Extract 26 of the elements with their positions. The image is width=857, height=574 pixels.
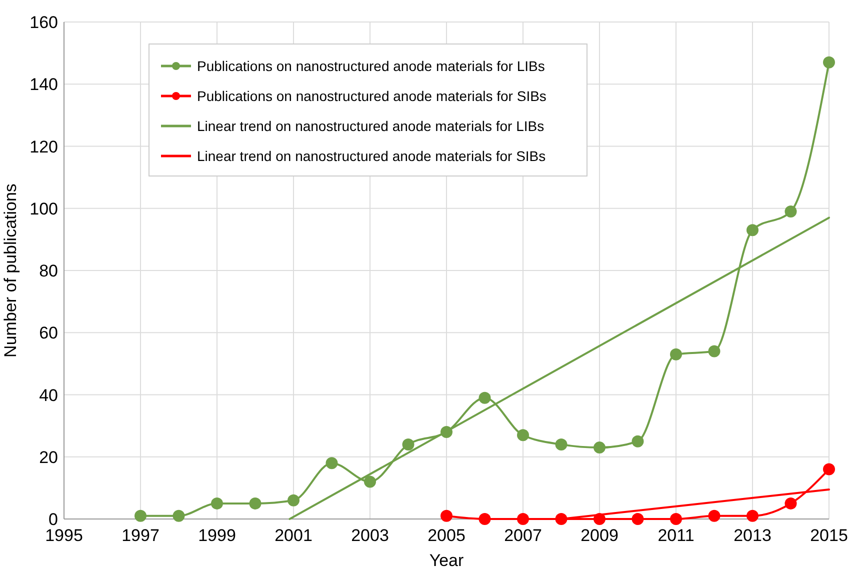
- x-tick-label: 1995: [45, 526, 83, 545]
- legend-label: Publications on nanostructured anode materials for LIBs: [197, 58, 545, 74]
- x-tick-label: 2013: [734, 526, 772, 545]
- y-tick-label: 120: [30, 137, 58, 156]
- legend-label: Publications on nanostructured anode materials for SIBs: [197, 88, 546, 104]
- legend-label: Linear trend on nanostructured anode materials for SIBs: [197, 148, 546, 164]
- y-tick-label: 0: [48, 510, 58, 529]
- y-tick-label: 160: [30, 13, 58, 32]
- x-tick-label: 2003: [351, 526, 389, 545]
- x-tick-label: 1997: [122, 526, 160, 545]
- x-tick-label: 2001: [274, 526, 312, 545]
- y-tick-label: 80: [39, 262, 58, 280]
- x-tick-label: 2009: [580, 526, 618, 545]
- x-tick-label: 1999: [198, 526, 236, 545]
- y-tick-label: 40: [39, 386, 58, 405]
- y-tick-label: 60: [39, 324, 58, 343]
- x-axis-title: Year: [429, 551, 464, 570]
- x-tick-label: 2011: [658, 526, 694, 545]
- legend-label: Linear trend on nanostructured anode materials for LIBs: [197, 118, 544, 134]
- y-tick-label: 100: [30, 199, 58, 218]
- y-tick-label: 20: [39, 448, 58, 467]
- y-tick-label: 140: [30, 75, 58, 94]
- x-tick-label: 2005: [428, 526, 466, 545]
- x-tick-label: 2007: [504, 526, 542, 545]
- y-axis-title: Number of publications: [1, 184, 20, 358]
- x-tick-label: 2015: [810, 526, 848, 545]
